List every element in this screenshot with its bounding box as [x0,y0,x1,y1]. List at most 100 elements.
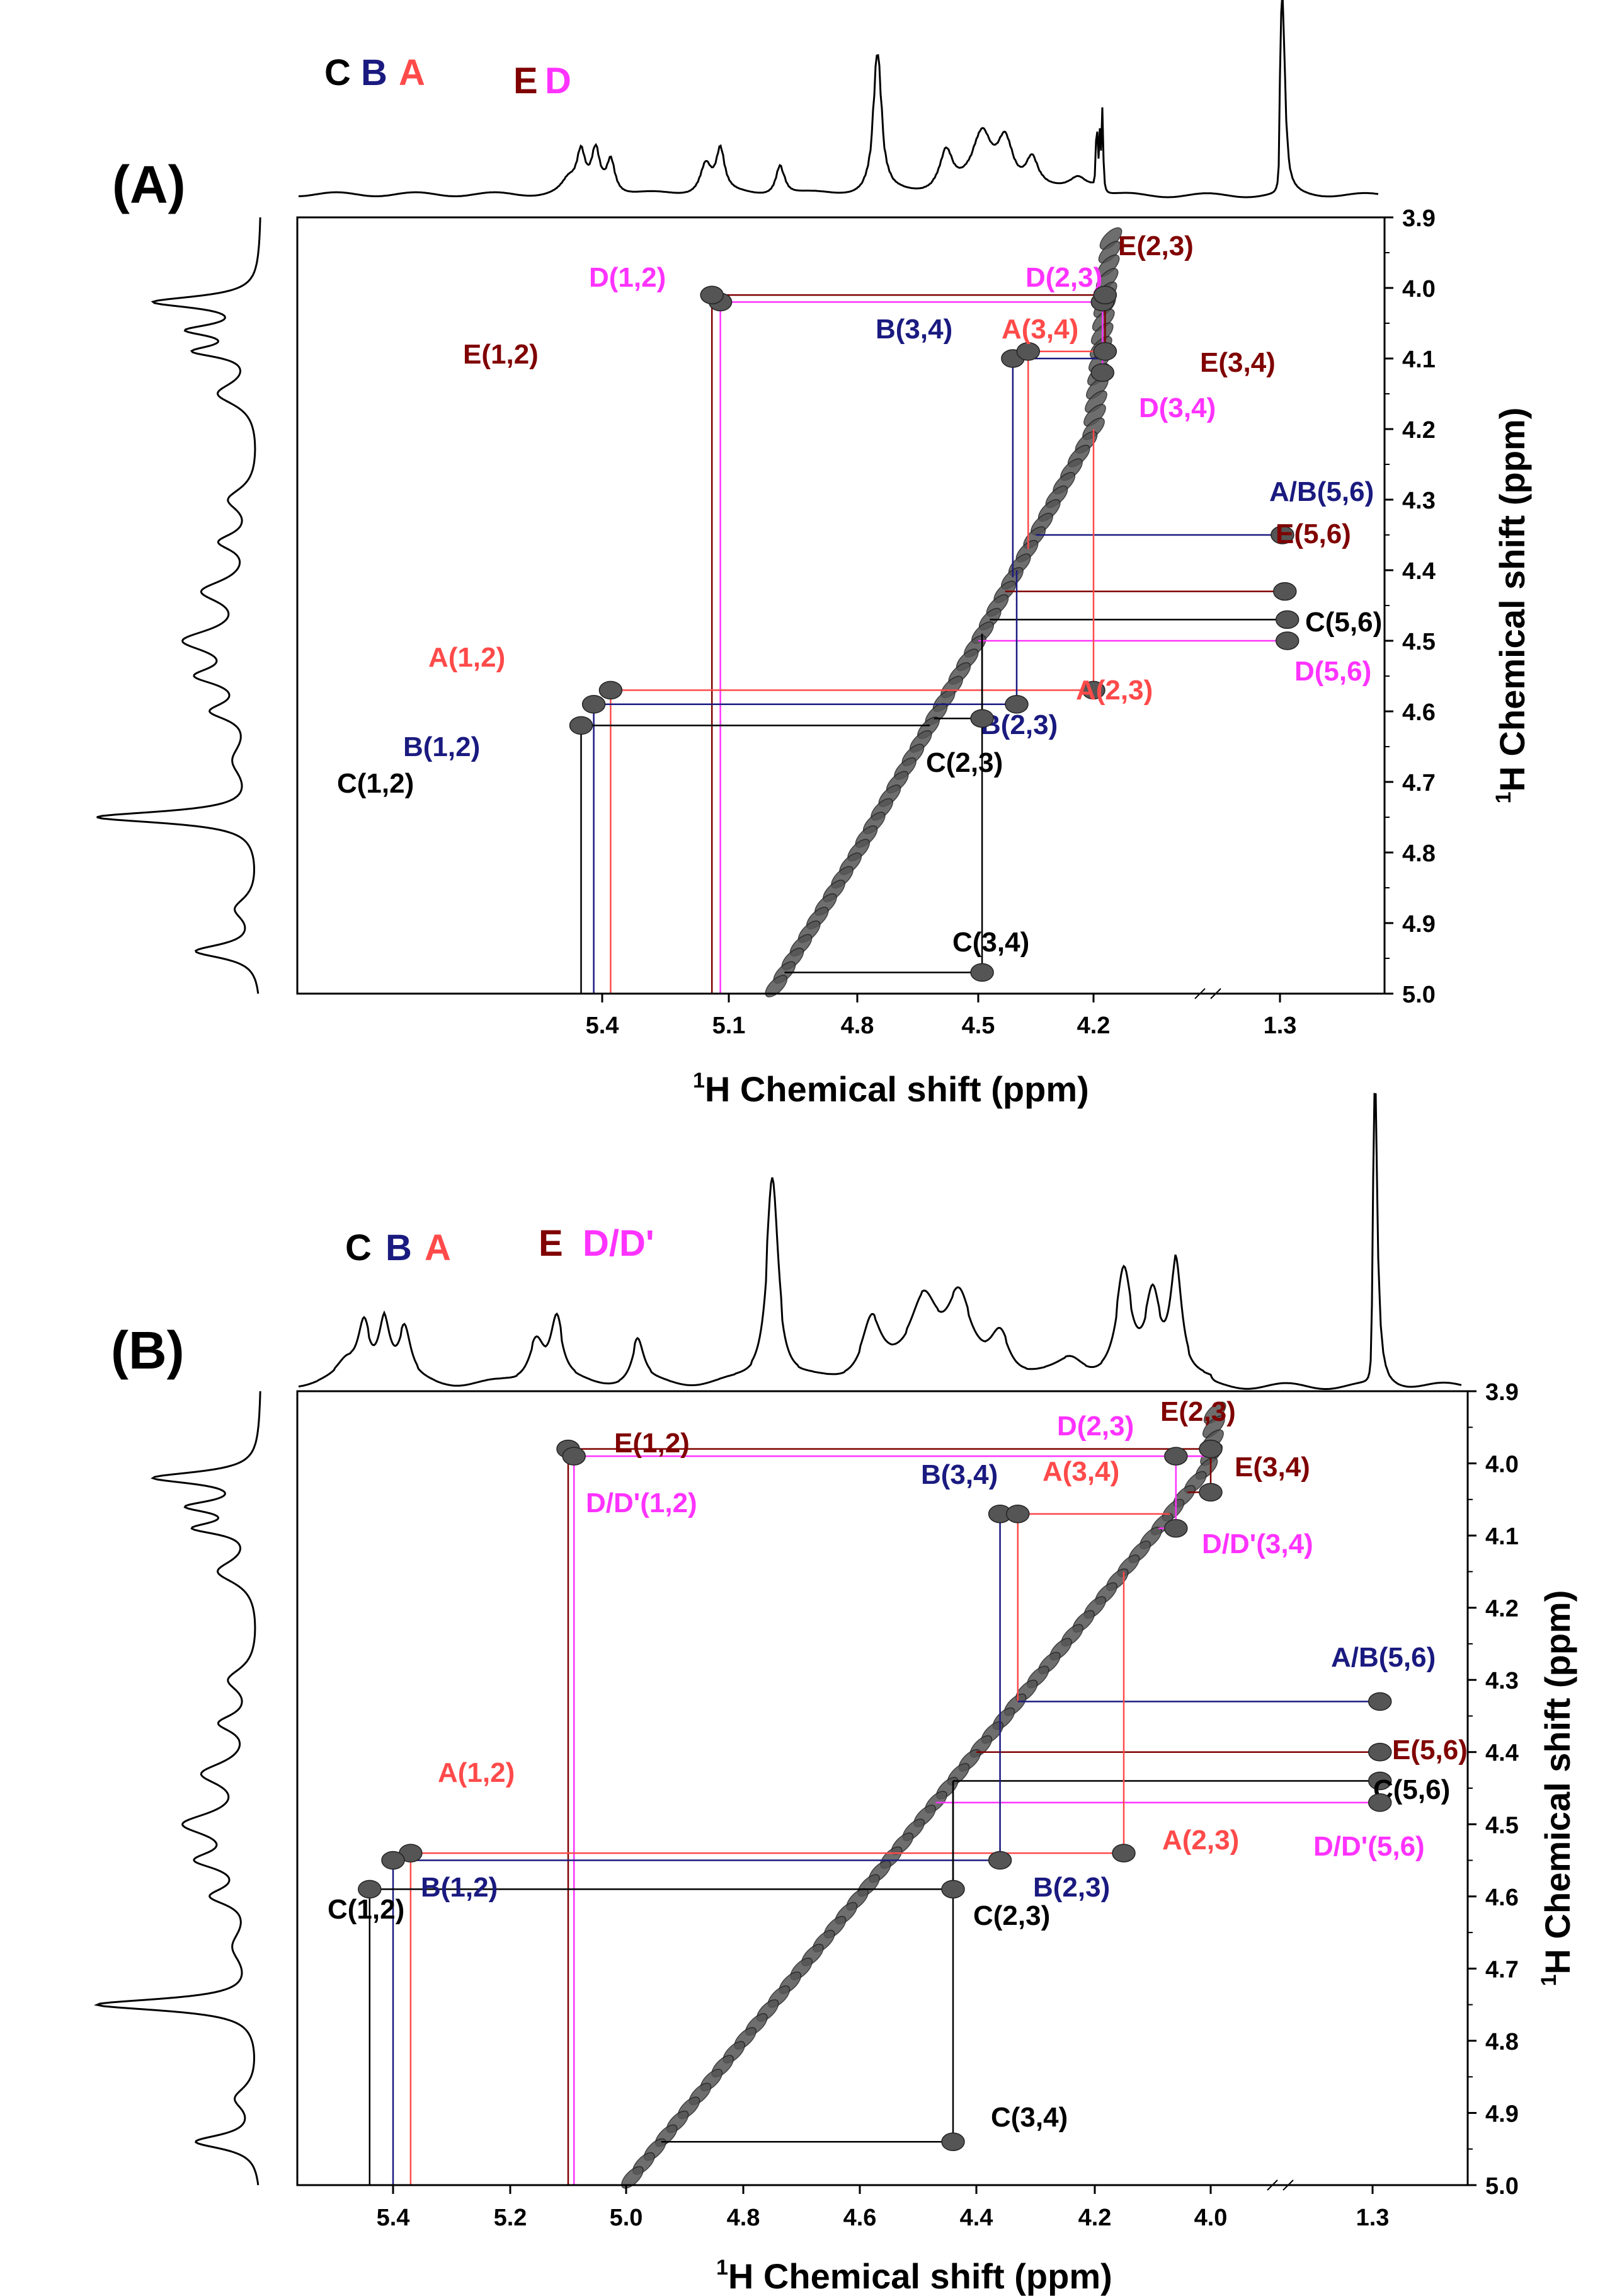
y-tick-label: 4.2 [1402,417,1436,444]
diagonal-peak [765,975,788,997]
x-tick-label: 4.0 [1194,2205,1228,2231]
y-tick-label: 4.9 [1485,2101,1519,2127]
y-tick-label: 5.0 [1485,2173,1519,2200]
crosspeak-marker [1368,1692,1392,1711]
top-1d-spectrum [298,0,1379,198]
x-axis-superscript: 1 [716,2256,728,2280]
spectrum-peak-label: E [539,1223,563,1264]
crosspeak-marker [1093,342,1117,361]
crosspeak-label: C(1,2) [328,1894,404,1925]
x-axis-title: 1H Chemical shift (ppm) [693,1069,1089,1109]
crosspeak-marker [970,963,994,982]
x-tick-label: 4.8 [727,2205,760,2231]
y-axis-title: 1H Chemical shift (ppm) [1492,408,1532,804]
x-tick-label: 5.1 [712,1013,746,1039]
crosspeak-label: D(2,3) [1057,1411,1134,1442]
crosspeak-label: D/D'(3,4) [1202,1529,1313,1559]
crosspeak-marker [381,1851,405,1870]
spectrum-peak-label: B [361,52,387,93]
crosspeak-label: A/B(5,6) [1269,476,1374,507]
spectrum-peak-label: D [545,60,571,101]
crosspeak-marker [1164,1447,1188,1466]
y-tick-label: 4.1 [1402,347,1436,373]
panel-label: (B) [111,1321,185,1380]
x-tick-label: 5.2 [494,2205,527,2231]
crosspeak-label: B(1,2) [421,1872,498,1903]
crosspeak-label: D/D'(5,6) [1313,1831,1425,1862]
y-tick-label: 4.6 [1402,699,1436,726]
crosspeak-marker [1005,695,1029,714]
axis-break-mark [1194,988,1206,999]
x-axis-nucleus: H [705,1069,730,1109]
crosspeak-marker [569,716,593,735]
y-axis-title: 1H Chemical shift (ppm) [1537,1590,1577,1987]
x-axis-nucleus: H [728,2256,753,2296]
left-1d-spectrum [96,217,261,994]
y-tick-label: 4.7 [1402,770,1436,796]
x-axis-title-text: Chemical shift (ppm) [753,2256,1112,2296]
crosspeak-label: E(2,3) [1160,1396,1236,1427]
crosspeak-marker [1271,525,1294,544]
x-tick-label: 1.3 [1356,2205,1390,2231]
spectrum-peak-label: A [425,1227,451,1268]
crosspeak-label: E(1,2) [614,1428,690,1459]
crosspeak-marker [1368,1742,1392,1762]
crosspeak-marker [1368,1771,1392,1791]
x-axis-title-text: Chemical shift (ppm) [730,1069,1088,1109]
y-tick-label: 4.3 [1485,1668,1519,1694]
x-axis-title: 1H Chemical shift (ppm) [716,2256,1112,2296]
y-axis-title-text: Chemical shift (ppm) [1538,1590,1577,1949]
crosspeak-label: A(1,2) [438,1757,515,1788]
y-tick-label: 5.0 [1402,982,1436,1008]
y-tick-label: 3.9 [1485,1379,1519,1406]
y-tick-label: 4.6 [1485,1885,1519,1911]
crosspeak-marker [1275,610,1299,629]
crosspeak-label: E(3,4) [1235,1452,1310,1483]
y-tick-label: 3.9 [1402,205,1436,232]
crosspeak-marker [1093,285,1117,304]
y-tick-label: 4.4 [1402,558,1436,585]
y-tick-label: 4.1 [1485,1524,1519,1550]
assignment-lines [368,1448,1380,2185]
y-axis-superscript: 1 [1492,791,1516,803]
y-tick-label: 4.5 [1402,629,1436,655]
crosspeak-marker [1082,680,1105,700]
x-tick-label: 5.4 [377,2205,410,2231]
crosspeak-label: D/D'(1,2) [586,1488,697,1518]
panel-b: (B) C B A E D/D' E(1,2) D/D'(1,2) D(2,3) E(2,3) B(… [93,1093,1577,2296]
x-tick-label: 4.2 [1077,1013,1111,1039]
crosspeak-label: A(3,4) [1002,314,1078,345]
crosspeak-label: B(3,4) [876,314,952,345]
crosspeak-marker [1368,1793,1392,1812]
y-tick-label: 4.5 [1485,1812,1519,1839]
crosspeak-marker [562,1447,586,1466]
crosspeak-marker [941,1880,965,1899]
x-tick-label: 1.3 [1264,1013,1297,1039]
x-tick-label: 4.2 [1078,2205,1112,2231]
crosspeak-marker [1164,1518,1188,1538]
y-tick-label: 4.3 [1402,488,1436,514]
crosspeak-marker [1006,1504,1030,1524]
spectrum-peak-label: B [386,1227,412,1268]
crosspeak-marker [1016,342,1041,361]
crosspeak-label: E(5,6) [1276,519,1351,549]
crosspeak-label: C(1,2) [337,768,414,799]
crosspeak-marker [1273,582,1297,601]
crosspeak-label: B(2,3) [981,709,1058,740]
x-tick-label: 5.0 [610,2205,643,2231]
spectrum-peak-label: D/D' [583,1223,654,1264]
crosspeak-label: A/B(5,6) [1331,1642,1436,1673]
crosspeak-label: C(2,3) [926,747,1003,778]
y-tick-label: 4.2 [1485,1596,1519,1622]
y-axis-superscript: 1 [1537,1974,1561,1986]
crosspeak-label: B(2,3) [1033,1872,1110,1903]
crosspeak-marker [970,709,994,728]
spectrum-peak-label: E [513,60,538,101]
crosspeak-label: E(3,4) [1200,347,1276,378]
x-tick-label: 5.4 [586,1013,619,1039]
crosspeak-marker [1199,1439,1223,1459]
spectrum-peak-label: C [345,1227,372,1268]
crosspeak-label: C(3,4) [952,927,1029,958]
crosspeaks: E(1,2) D/D'(1,2) D(2,3) E(2,3) B(3,4) A(3,4) E… [328,1396,1468,2152]
crosspeak-label: A(3,4) [1042,1456,1119,1487]
